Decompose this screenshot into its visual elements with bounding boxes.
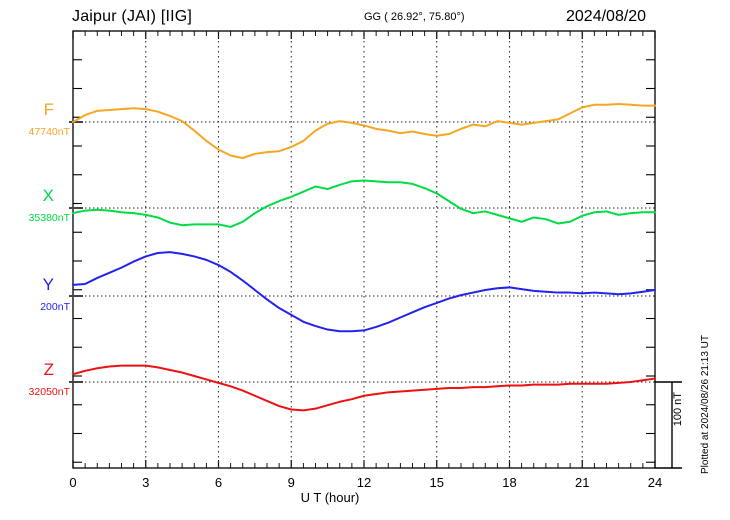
component-baseline-y: 200nT [40, 301, 70, 313]
component-baseline-x: 35380nT [28, 212, 70, 224]
scale-bar-label: 100 nT [672, 392, 684, 427]
geographic-coordinates: GG ( 26.92°, 75.80°) [364, 11, 465, 23]
component-label-z: Z [43, 360, 54, 379]
component-label-y: Y [42, 275, 54, 294]
svg-text:12: 12 [357, 475, 371, 490]
component-label-f: F [43, 100, 54, 119]
trace-y [72, 251, 656, 333]
component-label-x: X [42, 186, 54, 205]
svg-text:21: 21 [575, 475, 589, 490]
observation-date: 2024/08/20 [566, 8, 647, 25]
trace-f [72, 102, 656, 160]
svg-text:15: 15 [430, 475, 444, 490]
component-baseline-z: 32050nT [28, 386, 70, 398]
svg-text:9: 9 [288, 475, 295, 490]
trace-z [72, 364, 656, 412]
trace-x [72, 179, 656, 228]
station-title: Jaipur (JAI) [IIG] [72, 8, 193, 25]
svg-text:3: 3 [142, 475, 149, 490]
svg-text:18: 18 [502, 475, 516, 490]
svg-text:0: 0 [69, 475, 76, 490]
plotted-timestamp: Plotted at 2024/08/26 21:13 UT [700, 335, 711, 474]
component-baseline-f: 47740nT [28, 126, 70, 138]
x-axis-label: U T (hour) [300, 490, 360, 505]
svg-text:6: 6 [215, 475, 222, 490]
svg-text:24: 24 [648, 475, 662, 490]
